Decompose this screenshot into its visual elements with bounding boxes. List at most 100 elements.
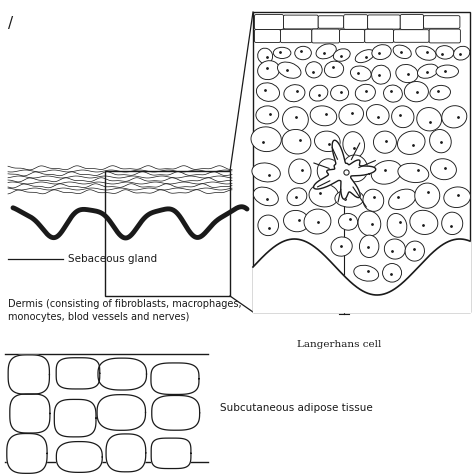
FancyBboxPatch shape <box>255 15 283 29</box>
Ellipse shape <box>258 215 279 236</box>
Ellipse shape <box>284 85 305 102</box>
Ellipse shape <box>324 61 344 78</box>
Ellipse shape <box>287 188 307 206</box>
Ellipse shape <box>295 46 311 60</box>
Ellipse shape <box>371 161 402 184</box>
Text: Sebaceous gland: Sebaceous gland <box>68 254 157 264</box>
Ellipse shape <box>251 127 281 152</box>
Ellipse shape <box>350 66 371 81</box>
Ellipse shape <box>335 190 364 207</box>
Ellipse shape <box>442 212 463 235</box>
Text: /: / <box>8 16 13 31</box>
Ellipse shape <box>389 189 416 210</box>
Ellipse shape <box>282 129 311 154</box>
Ellipse shape <box>355 50 374 63</box>
Bar <box>105 171 230 296</box>
Polygon shape <box>8 355 49 394</box>
Ellipse shape <box>383 264 401 282</box>
FancyBboxPatch shape <box>344 15 368 29</box>
Ellipse shape <box>330 85 349 101</box>
Ellipse shape <box>277 62 301 78</box>
Ellipse shape <box>392 106 414 128</box>
Ellipse shape <box>343 155 368 182</box>
Ellipse shape <box>358 211 381 236</box>
Polygon shape <box>10 394 50 433</box>
Ellipse shape <box>396 64 418 82</box>
Ellipse shape <box>418 64 438 78</box>
Ellipse shape <box>417 108 442 131</box>
Polygon shape <box>314 140 376 199</box>
Ellipse shape <box>316 44 336 59</box>
Ellipse shape <box>387 213 407 237</box>
Ellipse shape <box>454 46 470 60</box>
Ellipse shape <box>331 237 352 256</box>
Ellipse shape <box>258 61 280 80</box>
Ellipse shape <box>363 189 384 211</box>
Ellipse shape <box>359 235 379 257</box>
FancyBboxPatch shape <box>312 29 339 43</box>
Polygon shape <box>151 363 199 394</box>
Polygon shape <box>98 358 146 390</box>
FancyBboxPatch shape <box>365 29 393 43</box>
FancyBboxPatch shape <box>318 16 344 28</box>
Ellipse shape <box>430 85 450 100</box>
Polygon shape <box>106 434 146 472</box>
Ellipse shape <box>384 239 405 259</box>
Ellipse shape <box>383 85 402 102</box>
Ellipse shape <box>256 106 279 124</box>
Text: Dermis (consisting of fibroblasts, macrophages,
monocytes, blod vessels and nerv: Dermis (consisting of fibroblasts, macro… <box>8 299 242 322</box>
Ellipse shape <box>398 164 429 182</box>
Ellipse shape <box>372 45 391 60</box>
Polygon shape <box>56 358 100 389</box>
Ellipse shape <box>252 163 280 182</box>
Ellipse shape <box>333 49 350 61</box>
Ellipse shape <box>273 47 291 58</box>
FancyBboxPatch shape <box>339 29 365 43</box>
Ellipse shape <box>356 84 375 101</box>
Text: Langerhans cell: Langerhans cell <box>297 340 381 349</box>
Ellipse shape <box>310 106 337 126</box>
Ellipse shape <box>315 131 340 152</box>
FancyBboxPatch shape <box>429 29 460 43</box>
Ellipse shape <box>444 187 471 208</box>
Ellipse shape <box>339 104 364 125</box>
Ellipse shape <box>442 106 467 128</box>
Ellipse shape <box>436 46 454 59</box>
Polygon shape <box>152 395 200 430</box>
Ellipse shape <box>366 105 389 125</box>
Ellipse shape <box>317 159 340 184</box>
FancyBboxPatch shape <box>393 30 429 42</box>
Ellipse shape <box>309 184 339 207</box>
Ellipse shape <box>306 62 322 78</box>
Ellipse shape <box>416 46 436 60</box>
Ellipse shape <box>289 159 311 183</box>
Ellipse shape <box>429 129 451 153</box>
Bar <box>253 12 470 312</box>
FancyBboxPatch shape <box>281 29 312 43</box>
Ellipse shape <box>410 210 438 235</box>
FancyBboxPatch shape <box>400 15 424 29</box>
Ellipse shape <box>253 187 278 206</box>
Ellipse shape <box>258 48 273 64</box>
Ellipse shape <box>398 131 425 155</box>
Polygon shape <box>55 400 96 437</box>
Ellipse shape <box>256 83 280 101</box>
Ellipse shape <box>304 209 331 234</box>
Ellipse shape <box>404 82 428 102</box>
Ellipse shape <box>436 65 458 78</box>
Ellipse shape <box>374 131 396 153</box>
Polygon shape <box>7 434 47 474</box>
Ellipse shape <box>283 210 309 232</box>
FancyBboxPatch shape <box>424 16 460 28</box>
Ellipse shape <box>310 85 328 101</box>
Polygon shape <box>97 395 146 430</box>
Ellipse shape <box>415 183 440 208</box>
Polygon shape <box>151 438 191 469</box>
FancyBboxPatch shape <box>283 15 318 29</box>
Polygon shape <box>56 442 102 473</box>
Ellipse shape <box>372 65 391 84</box>
Ellipse shape <box>405 241 424 261</box>
FancyBboxPatch shape <box>255 29 281 43</box>
Ellipse shape <box>283 107 308 132</box>
Ellipse shape <box>338 213 358 230</box>
